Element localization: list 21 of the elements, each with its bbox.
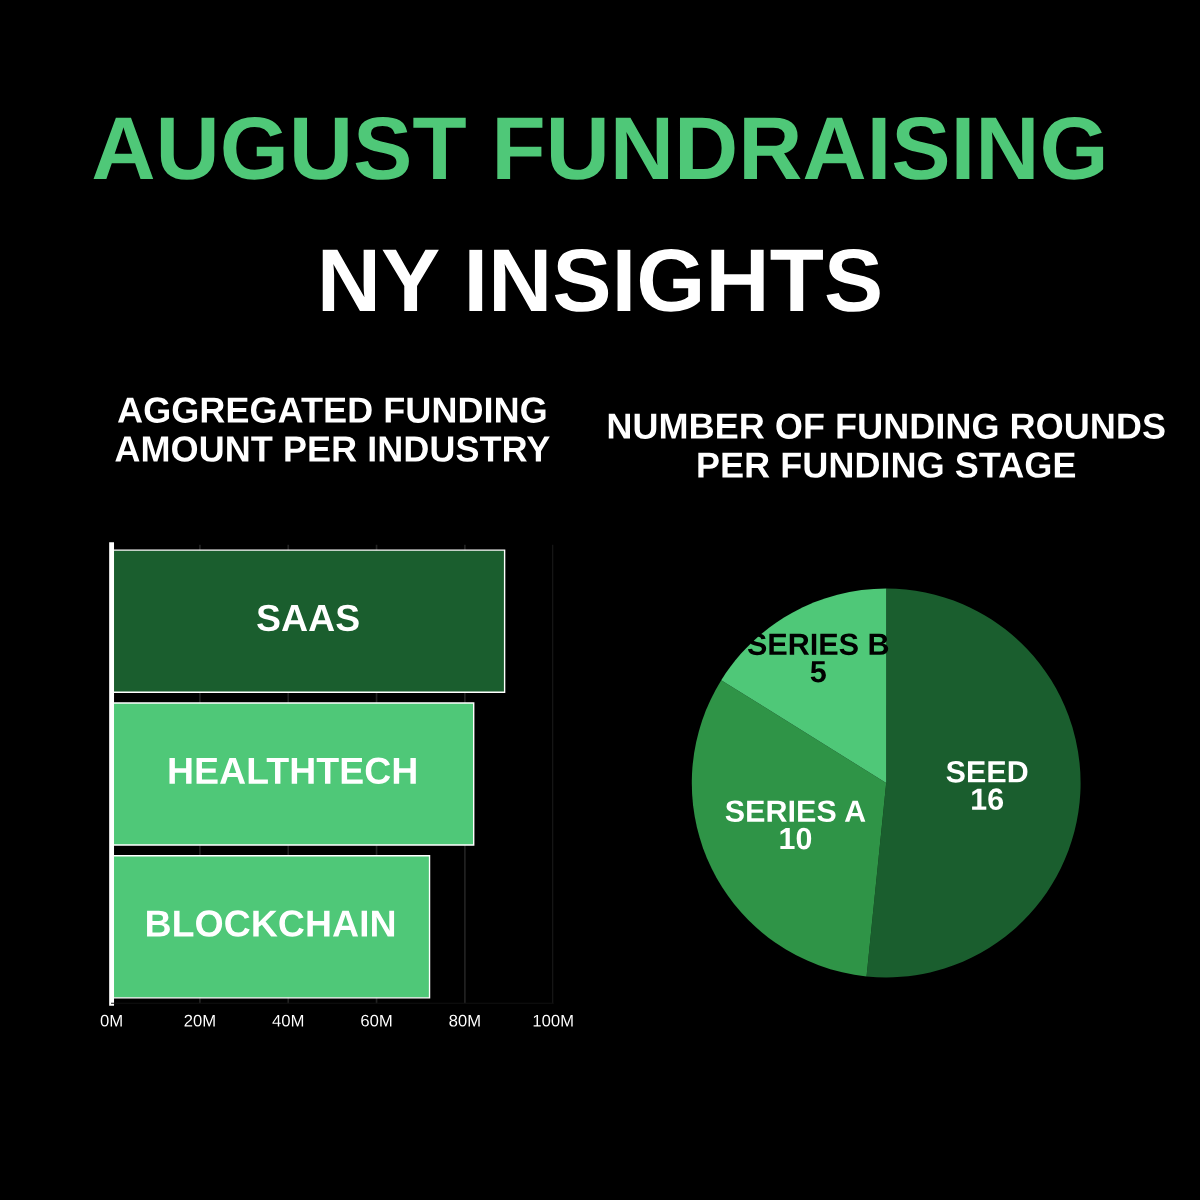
pie-slice bbox=[866, 588, 1081, 978]
slice-label: SERIES B bbox=[747, 633, 889, 656]
y-tick-label: SAAS bbox=[257, 604, 359, 632]
x-tick-label: 100M bbox=[533, 1014, 573, 1027]
y-tick-label: HEALTHTECH bbox=[169, 757, 416, 785]
y-tick-label: BLOCKCHAIN bbox=[147, 910, 395, 937]
x-tick-label: 80M bbox=[449, 1014, 480, 1027]
slice-label: SERIES A bbox=[725, 800, 866, 823]
text: AUGUST FUNDRAISING bbox=[93, 116, 1104, 180]
chart-title: AGGREGATED FUNDING AMOUNT PER INDUSTRY bbox=[115, 397, 550, 462]
x-tick-label: 60M bbox=[361, 1014, 392, 1027]
slice-label: SEED bbox=[946, 761, 1028, 783]
x-tick-label: 40M bbox=[272, 1014, 304, 1027]
data-label: 10 bbox=[780, 827, 812, 850]
x-tick-label: 20M bbox=[184, 1014, 215, 1027]
x-tick-label: 0M bbox=[100, 1014, 122, 1027]
chart-title: NUMBER OF FUNDING ROUNDS PER FUNDING STAGE bbox=[608, 413, 1165, 478]
pie-slice bbox=[721, 588, 887, 783]
data-label: 5 bbox=[810, 661, 826, 683]
data-label: 16 bbox=[972, 788, 1004, 811]
text: NY INSIGHTS bbox=[322, 248, 880, 312]
